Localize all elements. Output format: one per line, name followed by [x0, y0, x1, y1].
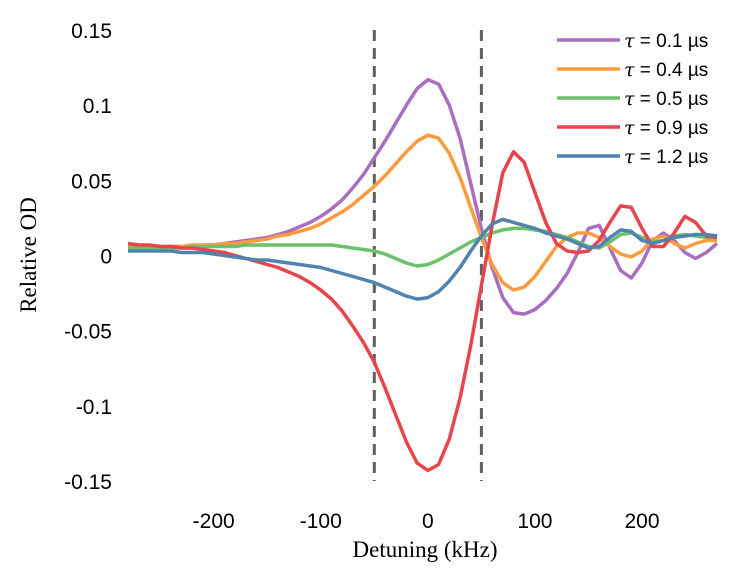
- series-line-0: [128, 77, 719, 316]
- y-tick-label: -0.1: [76, 396, 112, 419]
- legend-item: τ = 0.4 µs: [557, 59, 708, 81]
- x-tick-label: 100: [517, 510, 552, 533]
- legend-item: τ = 0.1 µs: [557, 30, 708, 52]
- y-tick-label: 0.05: [71, 170, 112, 193]
- x-tick-label: 200: [625, 510, 660, 533]
- series-line-3: [127, 150, 718, 473]
- y-tick-label: 0.15: [71, 20, 112, 43]
- legend-item: τ = 0.5 µs: [557, 88, 708, 110]
- y-tick-label: -0.05: [64, 321, 112, 344]
- x-tick-labels: -200 -100 0 100 200: [193, 510, 660, 533]
- legend-label: τ = 1.2 µs: [624, 146, 708, 168]
- series-line-1: [128, 133, 717, 292]
- x-tick-label: -100: [300, 510, 342, 533]
- legend: τ = 0.1 µs τ = 0.4 µs τ = 0.5 µs τ = 0.9 µs…: [557, 30, 708, 168]
- y-tick-label: -0.15: [64, 471, 112, 494]
- legend-item: τ = 0.9 µs: [557, 117, 708, 139]
- series-line-2: [128, 226, 717, 268]
- legend-label: τ = 0.4 µs: [624, 59, 708, 81]
- y-tick-labels: 0.15 0.1 0.05 0 -0.05 -0.1 -0.15: [64, 20, 112, 494]
- x-tick-label: -200: [193, 510, 235, 533]
- legend-label: τ = 0.9 µs: [624, 117, 708, 139]
- legend-label: τ = 0.5 µs: [624, 88, 708, 110]
- legend-item: τ = 1.2 µs: [557, 146, 708, 168]
- series-lines: [127, 77, 719, 473]
- x-tick-label: 0: [422, 510, 434, 533]
- dashed-lines: [372, 30, 483, 481]
- y-axis-label: Relative OD: [16, 197, 41, 313]
- y-tick-label: 0: [100, 246, 112, 269]
- series-line-4: [128, 217, 718, 301]
- y-tick-label: 0.1: [83, 95, 112, 118]
- legend-label: τ = 0.1 µs: [624, 30, 708, 52]
- x-axis-label: Detuning (kHz): [353, 537, 498, 562]
